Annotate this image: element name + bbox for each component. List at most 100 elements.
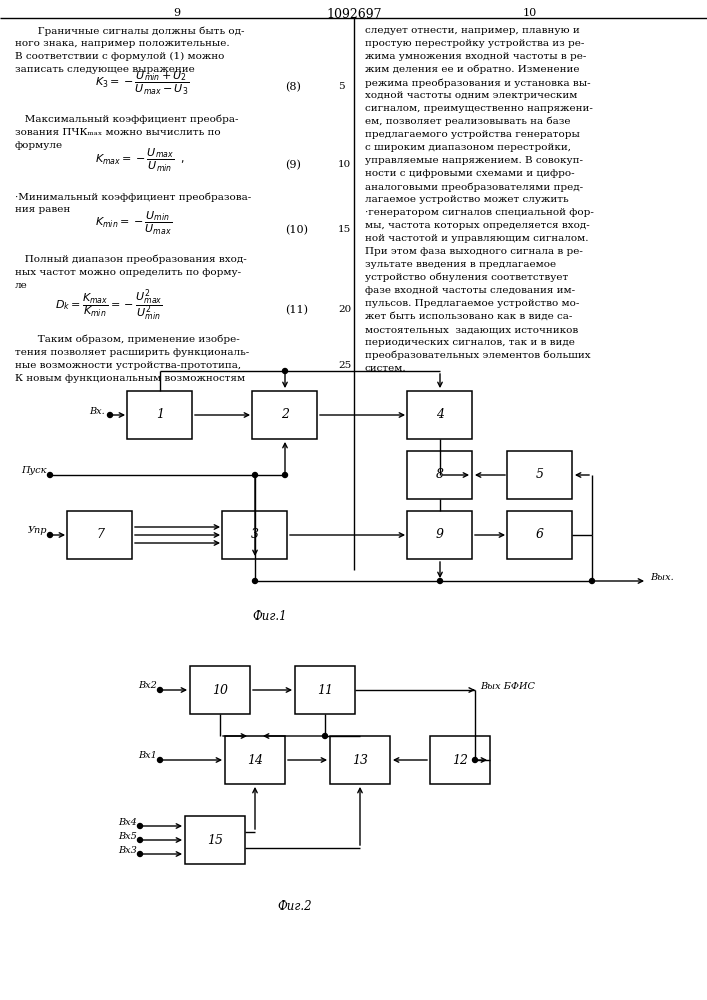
Text: систем.: систем. [365,364,407,373]
Text: ния равен: ния равен [15,205,70,214]
Text: зования ПЧКₘₐₓ можно вычислить по: зования ПЧКₘₐₓ можно вычислить по [15,128,221,137]
Text: Вх4: Вх4 [118,818,137,827]
Bar [127,391,192,439]
Bar [252,391,317,439]
Text: 1092697: 1092697 [326,8,382,21]
Text: мостоятельных  задающих источников: мостоятельных задающих источников [365,325,578,334]
Text: следует отнести, например, плавную и: следует отнести, например, плавную и [365,26,580,35]
Text: (8): (8) [285,82,301,92]
Text: Граничные сигналы должны быть од-: Граничные сигналы должны быть од- [28,26,245,35]
Text: управляемые напряжением. В совокуп-: управляемые напряжением. В совокуп- [365,156,583,165]
Text: пульсов. Предлагаемое устройство мо-: пульсов. Предлагаемое устройство мо- [365,299,579,308]
Text: 5: 5 [536,468,544,482]
Text: ные возможности устройства-прототипа,: ные возможности устройства-прототипа, [15,361,241,370]
Text: Вх3: Вх3 [118,846,137,855]
Text: $K_{max} = -\dfrac{U_{max}}{U_{min}}\ \ ,$: $K_{max} = -\dfrac{U_{max}}{U_{min}}\ \ … [95,147,185,174]
Bar [225,736,285,784]
Text: Фиг.2: Фиг.2 [278,900,312,913]
Text: $K_{min} = -\dfrac{U_{min}}{U_{max}}$: $K_{min} = -\dfrac{U_{min}}{U_{max}}$ [95,210,172,237]
Circle shape [137,824,143,828]
Text: Упр: Упр [28,526,47,535]
Text: с широким диапазоном перестройки,: с широким диапазоном перестройки, [365,143,571,152]
Text: зультате введения в предлагаемое: зультате введения в предлагаемое [365,260,556,269]
Text: режима преобразования и установка вы-: режима преобразования и установка вы- [365,78,590,88]
Text: ных частот можно определить по форму-: ных частот можно определить по форму- [15,268,241,277]
Circle shape [438,578,443,584]
Text: Вх.: Вх. [89,407,105,416]
Text: ле: ле [15,281,28,290]
Text: ·Минимальный коэффициент преобразова-: ·Минимальный коэффициент преобразова- [15,192,251,202]
Text: простую перестройку устройства из ре-: простую перестройку устройства из ре- [365,39,585,48]
Bar [407,451,472,499]
Text: 11: 11 [317,684,333,696]
Text: 5: 5 [338,82,344,91]
Bar [190,666,250,714]
Text: жет быть использовано как в виде са-: жет быть использовано как в виде са- [365,312,573,321]
Text: В соответствии с формулой (1) можно: В соответствии с формулой (1) можно [15,52,224,61]
Bar [223,511,288,559]
Text: ности с цифровыми схемами и цифро-: ности с цифровыми схемами и цифро- [365,169,575,178]
Text: 15: 15 [338,225,351,234]
Bar [508,511,573,559]
Text: $D_k = \dfrac{K_{max}}{K_{min}} = -\dfrac{U^2_{max}}{U^2_{min}}$: $D_k = \dfrac{K_{max}}{K_{min}} = -\dfra… [55,287,163,323]
Text: устройство обнуления соответствует: устройство обнуления соответствует [365,273,568,282]
Text: тения позволяет расширить функциональ-: тения позволяет расширить функциональ- [15,348,250,357]
Text: жим деления ее и обратно. Изменение: жим деления ее и обратно. Изменение [365,65,580,75]
Text: ной частотой и управляющим сигналом.: ной частотой и управляющим сигналом. [365,234,588,243]
Text: (9): (9) [285,160,301,170]
Text: записать следующее выражение: записать следующее выражение [15,65,194,74]
Circle shape [158,688,163,692]
Bar [295,666,355,714]
Text: Вх2: Вх2 [138,681,157,690]
Text: 3: 3 [251,528,259,542]
Text: Фиг.1: Фиг.1 [252,610,287,623]
Text: жима умножения входной частоты в ре-: жима умножения входной частоты в ре- [365,52,586,61]
Text: К новым функциональным возможностям: К новым функциональным возможностям [15,374,245,383]
Text: аналоговыми преобразователями пред-: аналоговыми преобразователями пред- [365,182,583,192]
Text: ного знака, например положительные.: ного знака, например положительные. [15,39,230,48]
Text: 2: 2 [281,408,289,422]
Text: Вых БФИС: Вых БФИС [480,682,535,691]
Text: формуле: формуле [15,141,63,150]
Text: 8: 8 [436,468,444,482]
Text: 15: 15 [207,834,223,846]
Bar [508,451,573,499]
Text: ходной частоты одним электрическим: ходной частоты одним электрическим [365,91,578,100]
Text: 12: 12 [452,754,468,766]
Text: преобразовательных элементов больших: преобразовательных элементов больших [365,351,590,360]
Text: предлагаемого устройства генераторы: предлагаемого устройства генераторы [365,130,580,139]
Circle shape [137,838,143,842]
Text: Таким образом, применение изобре-: Таким образом, применение изобре- [28,335,240,344]
Text: Пуск: Пуск [21,466,47,475]
Text: 7: 7 [96,528,104,542]
Bar [407,391,472,439]
Text: (11): (11) [285,305,308,315]
Text: 6: 6 [536,528,544,542]
Bar [430,736,490,784]
Text: 25: 25 [338,361,351,370]
Text: 4: 4 [436,408,444,422]
Text: Вх1: Вх1 [138,751,157,760]
Text: 9: 9 [173,8,180,18]
Text: $K_3 = -\dfrac{U_{min} + U_2}{U_{max} - U_3}$: $K_3 = -\dfrac{U_{min} + U_2}{U_{max} - … [95,70,189,97]
Text: ем, позволяет реализовывать на базе: ем, позволяет реализовывать на базе [365,117,571,126]
Text: мы, частота которых определяется вход-: мы, частота которых определяется вход- [365,221,590,230]
Circle shape [590,578,595,584]
Text: 9: 9 [436,528,444,542]
Bar [185,816,245,864]
Circle shape [107,412,112,418]
Text: фазе входной частоты следования им-: фазе входной частоты следования им- [365,286,575,295]
Circle shape [472,758,477,762]
Text: 10: 10 [523,8,537,18]
Text: сигналом, преимущественно напряжени-: сигналом, преимущественно напряжени- [365,104,593,113]
Text: 1: 1 [156,408,164,422]
Circle shape [322,734,327,738]
Circle shape [252,578,257,584]
Text: 13: 13 [352,754,368,766]
Text: 20: 20 [338,305,351,314]
Text: При этом фаза выходного сигнала в ре-: При этом фаза выходного сигнала в ре- [365,247,583,256]
Circle shape [137,852,143,856]
Text: Вх5: Вх5 [118,832,137,841]
Text: Полный диапазон преобразования вход-: Полный диапазон преобразования вход- [15,255,247,264]
Text: 14: 14 [247,754,263,766]
